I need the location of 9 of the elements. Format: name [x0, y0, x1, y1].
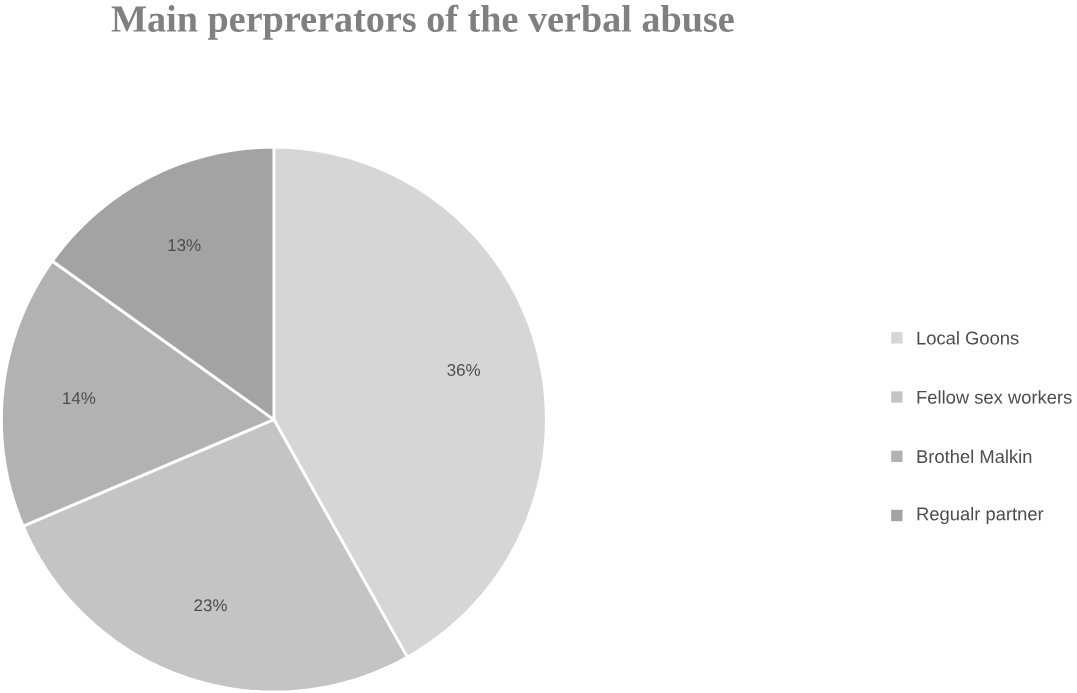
legend-label: Local Goons [917, 330, 1019, 345]
legend-label: Fellow sex workers [917, 390, 1072, 404]
legend-label: Regualr partner [917, 506, 1044, 524]
chart-title: Main perprerators of the verbal abuse [111, 4, 734, 40]
data-label: 23% [194, 599, 227, 612]
data-label: 36% [447, 363, 481, 376]
data-label: 13% [168, 238, 201, 251]
data-label: 14% [63, 391, 96, 404]
legend-label: Brothel Malkin [917, 449, 1032, 463]
